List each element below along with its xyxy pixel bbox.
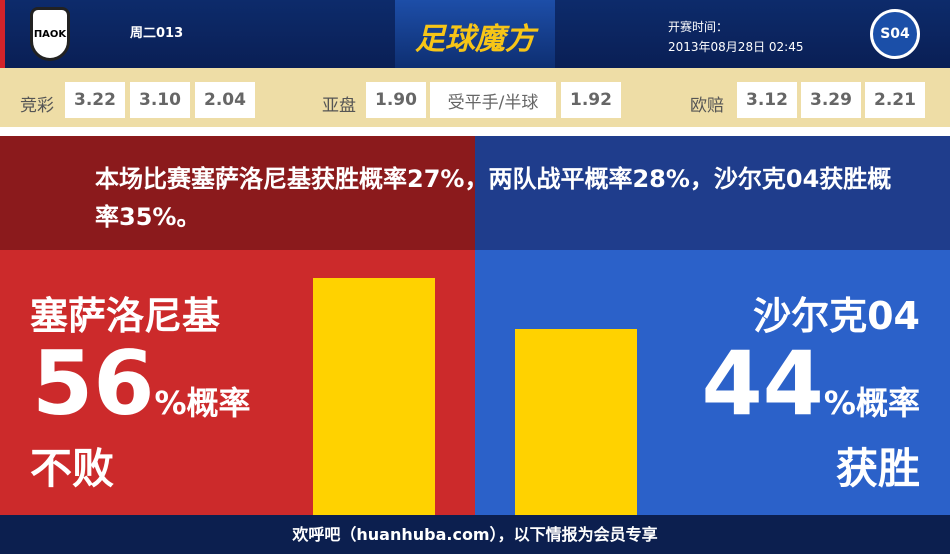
home-team-crest: ΠΑΟΚ [30, 7, 70, 61]
ah-odd: 1.92 [561, 82, 621, 118]
eu-odd: 2.21 [865, 82, 925, 118]
start-time-label: 开赛时间： [668, 20, 729, 34]
eu-label: 欧赔 [690, 96, 724, 116]
start-time: 2013年08月28日 02:45 [668, 40, 804, 54]
summary-bg-home [0, 136, 475, 250]
probability-summary: 本场比赛塞萨洛尼基获胜概率27%，两队战平概率28%，沙尔克04获胜概率35%。 [95, 165, 892, 231]
match-number: 周二013 [130, 26, 184, 41]
home-team-name: 塞萨洛尼基 [30, 294, 221, 338]
ah-odd: 1.90 [366, 82, 426, 118]
home-crest-text: ΠΑΟΚ [33, 28, 67, 40]
ah-label: 亚盘 [322, 96, 356, 116]
away-team-crest: S04 [870, 9, 920, 59]
away-probability-bar [515, 328, 637, 515]
ah-handicap: 受平手/半球 [430, 82, 556, 118]
home-percent-value: 56 [32, 332, 155, 435]
away-percent-value: 44 [701, 332, 824, 435]
home-percent: 56%概率 [32, 340, 251, 428]
jc-odd: 2.04 [195, 82, 255, 118]
home-percent-suffix: %概率 [154, 384, 251, 422]
away-team-name: 沙尔克04 [753, 294, 920, 338]
eu-odd: 3.29 [801, 82, 861, 118]
logo-background [395, 0, 555, 68]
logo: 足球魔方 [415, 22, 535, 57]
away-result: 获胜 [835, 444, 920, 493]
away-percent-suffix: %概率 [823, 384, 920, 422]
jc-odd: 3.10 [130, 82, 190, 118]
away-crest-text: S04 [880, 26, 910, 42]
jc-label: 竞彩 [20, 96, 54, 116]
footer-notice: 欢呼吧（huanhuba.com），以下情报为会员专享 [0, 515, 950, 554]
jc-odd: 3.22 [65, 82, 125, 118]
summary-bg-away [475, 136, 950, 250]
home-probability-bar [313, 278, 435, 515]
home-result: 不败 [30, 444, 115, 493]
eu-odd: 3.12 [737, 82, 797, 118]
away-percent: 44%概率 [701, 340, 920, 428]
